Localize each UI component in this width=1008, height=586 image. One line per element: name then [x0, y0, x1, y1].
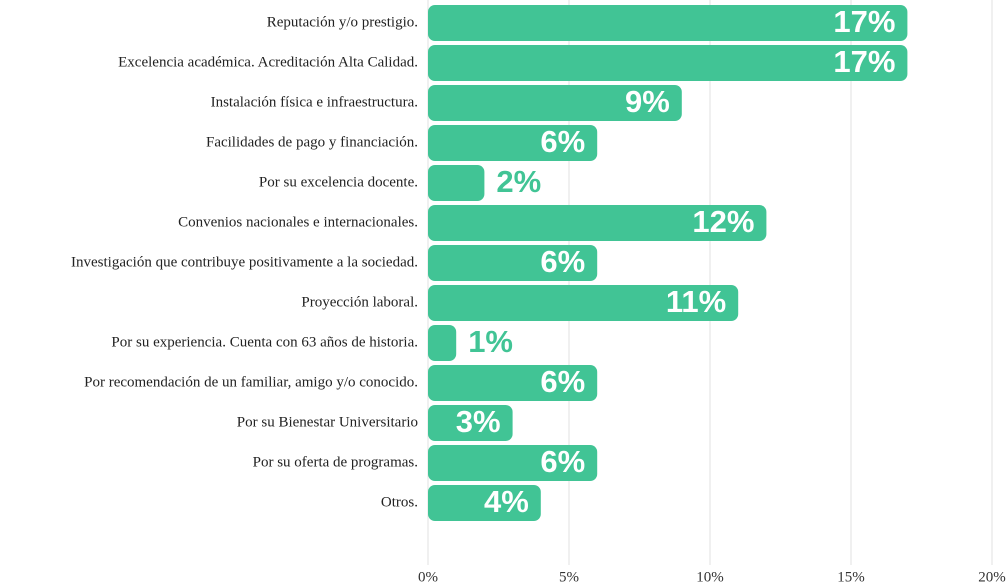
- y-tick-label: Convenios nacionales e internacionales.: [178, 214, 418, 230]
- y-tick-label: Excelencia académica. Acreditación Alta …: [118, 54, 418, 70]
- bar: [428, 485, 541, 521]
- bar: [428, 285, 739, 321]
- y-tick-label: Por su excelencia docente.: [259, 174, 418, 190]
- bar: [428, 45, 908, 81]
- value-label: 4%: [484, 484, 529, 519]
- y-tick-label: Por su Bienestar Universitario: [237, 414, 418, 430]
- bar: [428, 165, 485, 201]
- y-tick-label: Proyección laboral.: [301, 294, 418, 310]
- value-label: 11%: [666, 284, 726, 319]
- y-tick-label: Por su experiencia. Cuenta con 63 años d…: [111, 334, 418, 350]
- value-label: 17%: [833, 44, 895, 79]
- bar: [428, 85, 682, 121]
- bar: [428, 325, 457, 361]
- value-label: 12%: [692, 204, 754, 239]
- value-label: 6%: [540, 244, 585, 279]
- y-tick-label: Por recomendación de un familiar, amigo …: [84, 374, 418, 390]
- bar: [428, 245, 598, 281]
- bar: [428, 205, 767, 241]
- value-label: 2%: [496, 164, 541, 199]
- y-tick-label: Facilidades de pago y financiación.: [206, 134, 418, 150]
- y-tick-label: Reputación y/o prestigio.: [267, 14, 418, 30]
- x-tick-label: 5%: [559, 569, 579, 585]
- value-label: 1%: [468, 324, 513, 359]
- bar: [428, 445, 598, 481]
- y-tick-label: Investigación que contribuye positivamen…: [71, 254, 418, 270]
- x-tick-label: 10%: [696, 569, 724, 585]
- x-tick-label: 20%: [978, 569, 1006, 585]
- value-label: 6%: [540, 444, 585, 479]
- value-label: 9%: [625, 84, 670, 119]
- x-tick-label: 0%: [418, 569, 438, 585]
- bar: [428, 125, 598, 161]
- y-tick-label: Por su oferta de programas.: [253, 454, 418, 470]
- x-tick-label: 15%: [837, 569, 865, 585]
- value-label: 3%: [456, 404, 501, 439]
- bar: [428, 405, 513, 441]
- y-tick-label: Otros.: [381, 494, 418, 510]
- y-tick-label: Instalación física e infraestructura.: [211, 94, 418, 110]
- value-label: 17%: [833, 4, 895, 39]
- bar: [428, 365, 598, 401]
- bar: [428, 5, 908, 41]
- value-label: 6%: [540, 124, 585, 159]
- value-label: 6%: [540, 364, 585, 399]
